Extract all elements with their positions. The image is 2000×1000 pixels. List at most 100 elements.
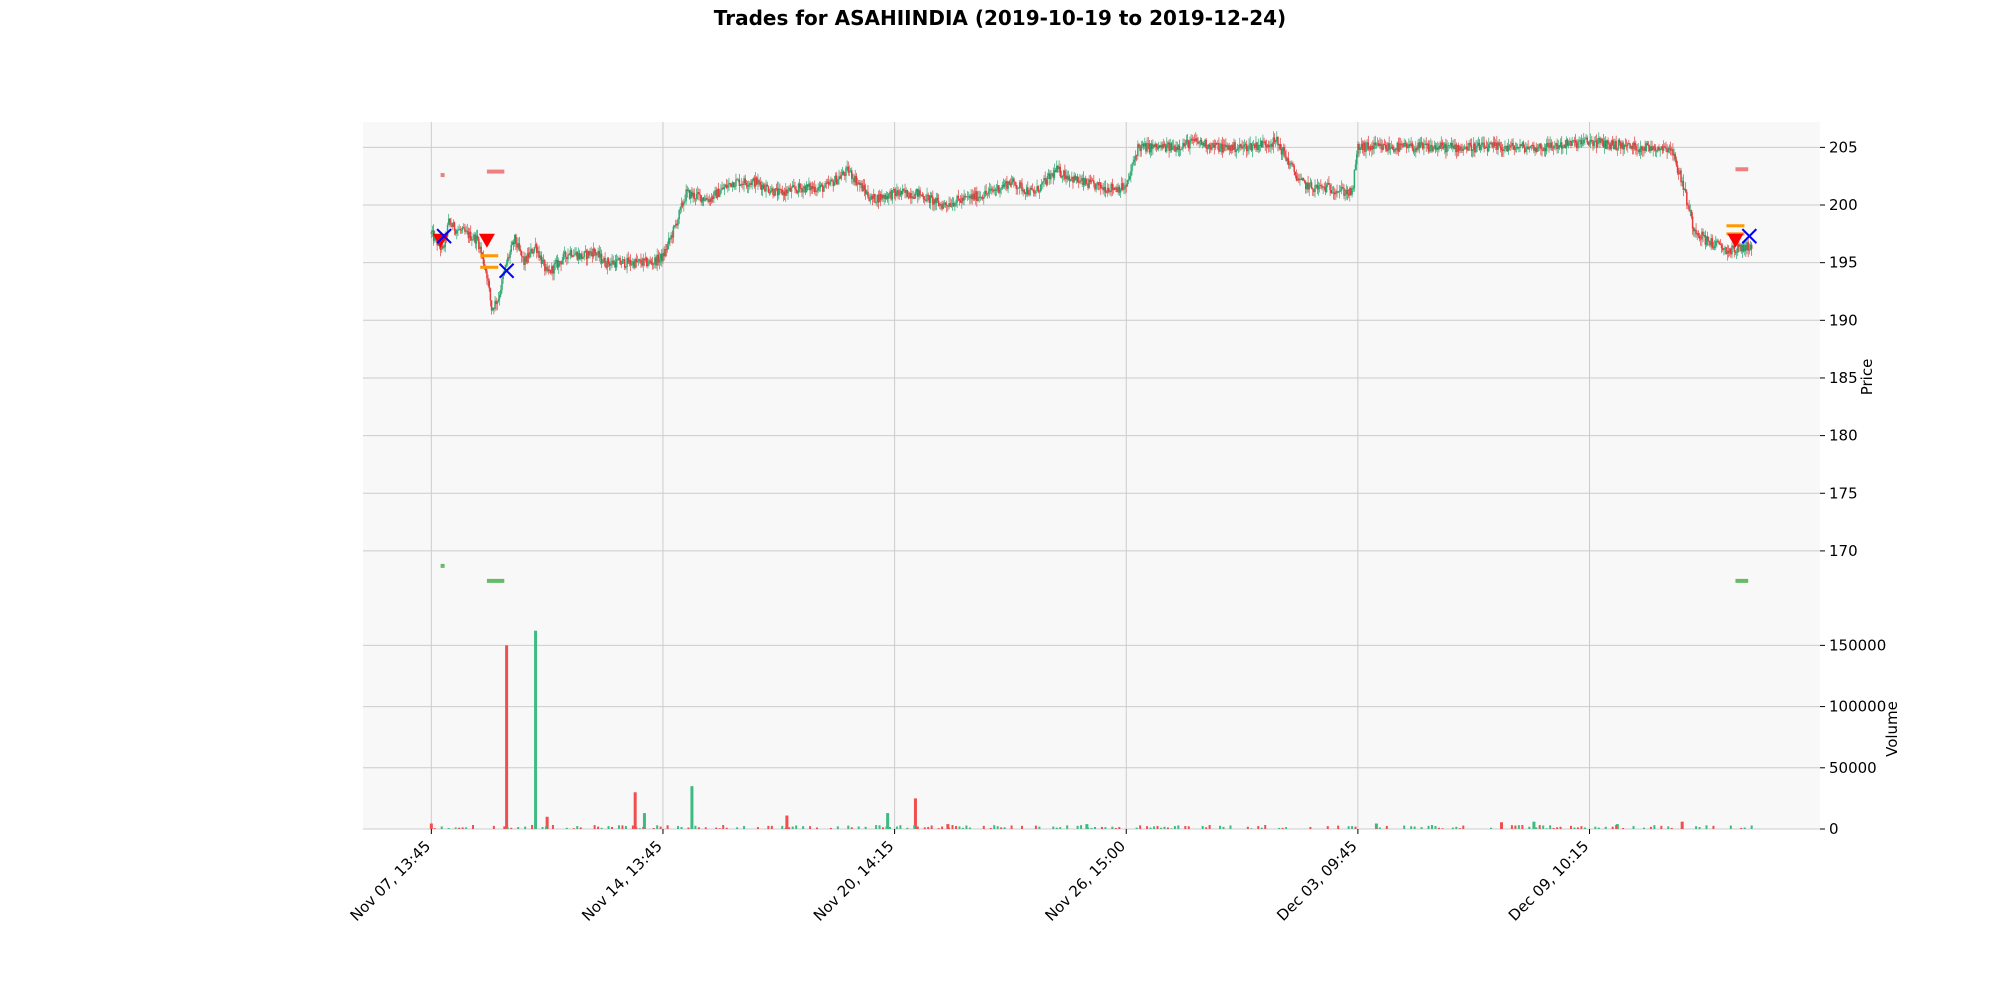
candle-body	[559, 260, 561, 262]
candle-body	[1103, 187, 1105, 191]
candle-body	[1237, 147, 1240, 149]
candle-body	[1586, 137, 1588, 143]
volume-bar	[1246, 826, 1249, 829]
volume-bar	[666, 825, 669, 829]
volume-bar	[1034, 825, 1037, 829]
volume-bar	[809, 826, 812, 829]
candle-body	[650, 261, 653, 264]
volume-bar	[1462, 825, 1465, 829]
candle-body	[430, 232, 433, 234]
candle-body	[1074, 175, 1077, 181]
candle-body	[1406, 147, 1409, 149]
candle-body	[1261, 140, 1263, 148]
volume-bar	[958, 826, 961, 829]
volume-bar	[1208, 825, 1211, 829]
volume-bar	[767, 825, 770, 829]
candle-body	[507, 257, 509, 263]
candle-body	[1687, 204, 1689, 206]
volume-bar	[923, 827, 926, 829]
volume-bar	[1170, 828, 1173, 829]
candle-body	[771, 188, 773, 192]
candle-body	[974, 191, 977, 200]
candle-body	[1137, 144, 1139, 157]
candle-body	[1584, 139, 1586, 140]
candle-body	[1076, 176, 1079, 182]
volume-bar	[1135, 827, 1138, 829]
candle-body	[1286, 158, 1288, 161]
candle-body	[1331, 192, 1334, 194]
candle-body	[1716, 240, 1718, 242]
candle-body	[1106, 187, 1109, 193]
price-tick-label: 200	[1829, 196, 1858, 214]
candle-body	[652, 263, 655, 265]
candle-body	[693, 192, 695, 199]
candle-body	[1389, 148, 1392, 150]
candle-body	[461, 227, 464, 230]
volume-bar	[1375, 828, 1378, 829]
candle-body	[1479, 145, 1482, 150]
candle-body	[668, 238, 670, 245]
candle-body	[888, 193, 890, 199]
candle-body	[1104, 187, 1107, 193]
candle-body	[1691, 216, 1694, 229]
candle-body	[1621, 142, 1623, 149]
volume-bar	[1410, 826, 1413, 829]
candle-body	[1415, 147, 1417, 152]
candle-body	[1362, 142, 1365, 151]
candle-body	[579, 253, 582, 259]
candle-body	[1365, 144, 1367, 152]
candle-body	[1613, 144, 1615, 150]
volume-bar	[784, 827, 787, 829]
candle-body	[1118, 186, 1121, 193]
candle-body	[498, 294, 501, 299]
volume-bar	[946, 824, 950, 829]
candle-body	[1178, 145, 1181, 150]
candle-body	[1653, 146, 1656, 148]
candle-body	[1100, 182, 1102, 189]
candle-body	[794, 186, 796, 190]
candle-body	[493, 307, 495, 309]
candle-body	[1570, 140, 1572, 146]
volume-bar	[1187, 826, 1190, 829]
candle-body	[1366, 142, 1368, 145]
candle-body	[1186, 139, 1189, 141]
candle-body	[568, 254, 570, 256]
candle-body	[567, 254, 569, 260]
price-tick-label: 170	[1829, 542, 1858, 560]
candle-body	[1017, 187, 1020, 189]
volume-bar	[1281, 827, 1284, 829]
candle-body	[884, 195, 887, 200]
volume-bar	[885, 826, 888, 829]
candle-body	[1528, 147, 1531, 150]
candle-body	[1730, 248, 1732, 255]
candle-body	[1534, 147, 1536, 151]
candle-body	[1276, 136, 1278, 141]
candle-body	[690, 191, 692, 199]
candle-body	[1002, 184, 1005, 187]
candle-body	[1125, 185, 1127, 187]
candle-body	[831, 179, 833, 181]
candle-body	[773, 195, 775, 196]
candle-body	[1747, 242, 1749, 251]
candle-body	[497, 298, 500, 302]
candle-body	[910, 193, 912, 199]
candle-body	[1044, 178, 1046, 180]
candle-body	[1643, 147, 1645, 151]
candle-body	[633, 261, 635, 268]
candle-body	[1183, 142, 1185, 147]
candle-body	[987, 191, 990, 194]
candle-body	[795, 189, 797, 191]
volume-bar	[1093, 826, 1096, 829]
candle-body	[1295, 175, 1298, 181]
candle-body	[932, 196, 934, 205]
candle-body	[1047, 173, 1050, 176]
candle-body	[1629, 143, 1631, 149]
candle-body	[1142, 143, 1145, 147]
candle-body	[527, 253, 530, 258]
candle-body	[752, 178, 755, 181]
x-tick-label: Nov 07, 13:45	[347, 837, 435, 925]
candle-body	[852, 178, 854, 180]
candle-body	[1003, 183, 1006, 187]
candle-body	[862, 185, 865, 192]
candle-body	[1372, 145, 1374, 150]
